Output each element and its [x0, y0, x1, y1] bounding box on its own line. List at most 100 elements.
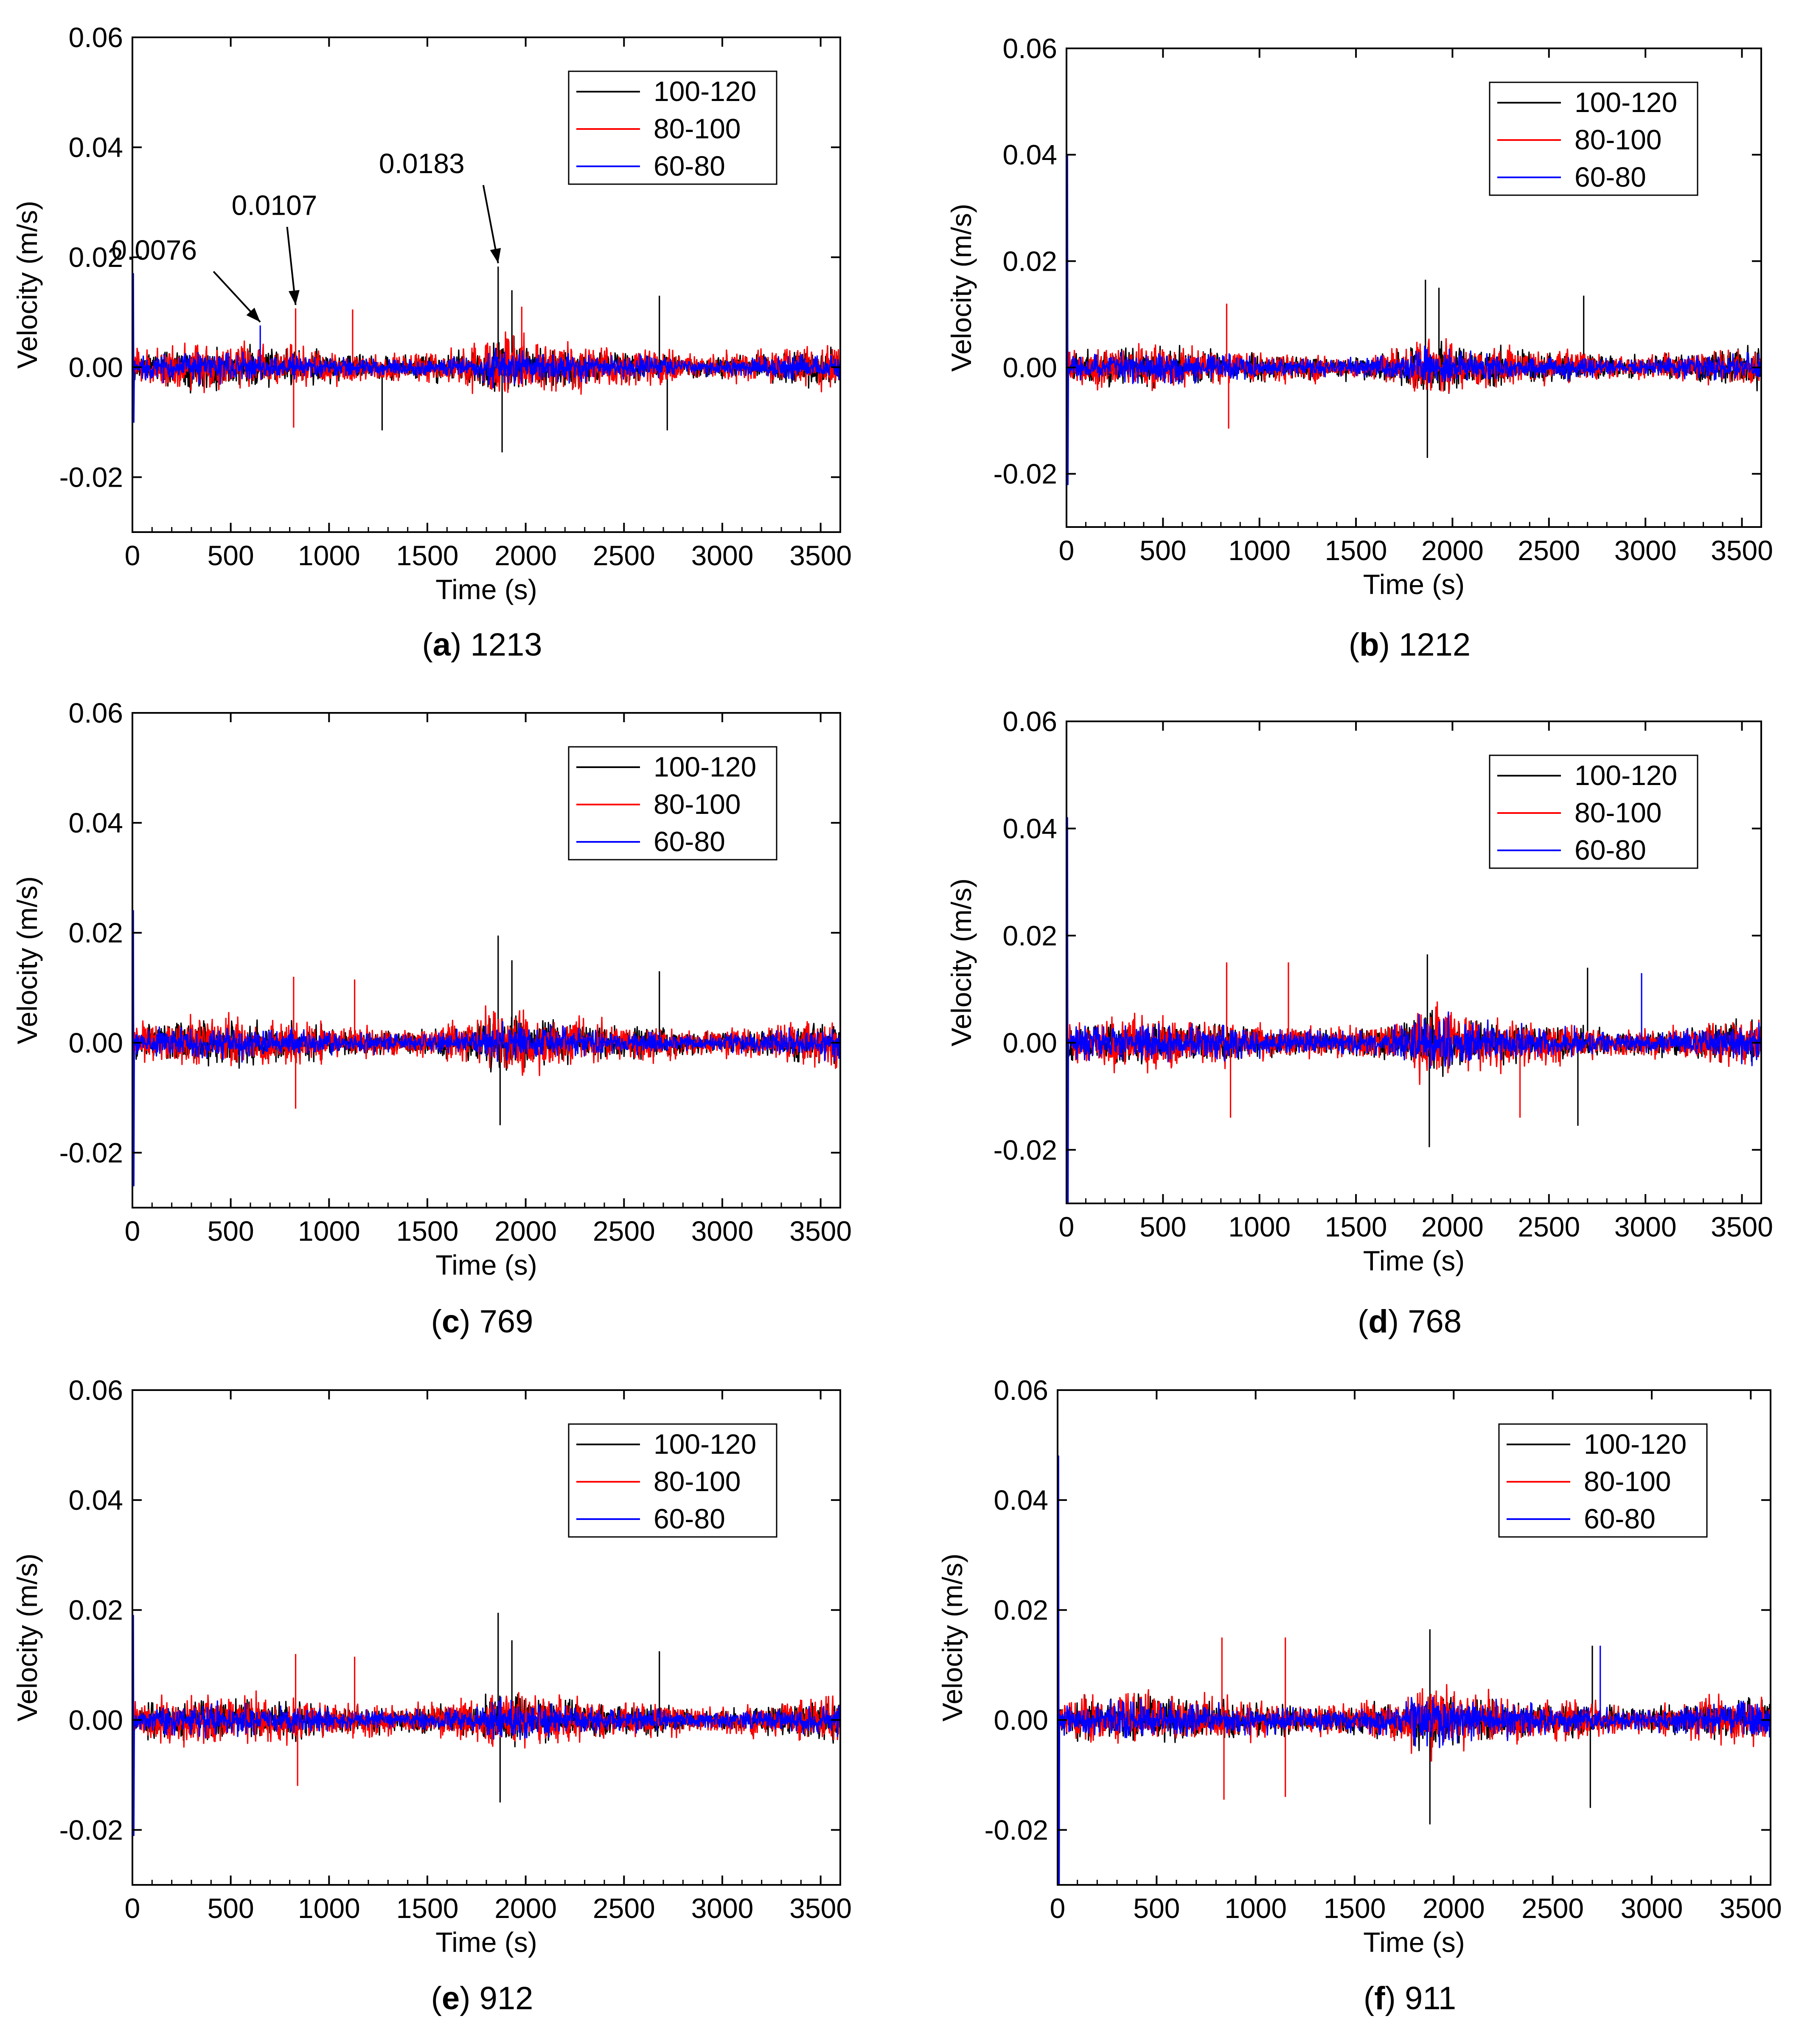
x-tick-label: 1500 — [396, 1215, 459, 1247]
x-tick-label: 3000 — [691, 1215, 754, 1247]
y-tick-label: -0.02 — [59, 1814, 123, 1845]
legend-label: 60-80 — [654, 150, 725, 182]
x-tick-label: 500 — [208, 1893, 254, 1924]
y-tick-label: 0.06 — [1003, 706, 1057, 737]
y-tick-label: 0.06 — [69, 1374, 123, 1406]
legend-label: 100-120 — [654, 1428, 756, 1460]
legend-label: 100-120 — [1574, 760, 1677, 791]
x-tick-label: 1000 — [1228, 535, 1291, 566]
y-tick-label: 0.04 — [1003, 139, 1057, 171]
x-tick-label: 0 — [1050, 1893, 1066, 1924]
plot-area — [1066, 154, 1761, 485]
series-line-60-80 — [1066, 817, 1761, 1203]
annotation-arrowhead — [246, 308, 261, 322]
panel-caption: (d) 768 — [1358, 1304, 1462, 1340]
x-tick-label: 3000 — [691, 540, 754, 571]
x-tick-label: 500 — [1133, 1893, 1180, 1924]
legend-label: 100-120 — [654, 751, 756, 782]
legend-label: 100-120 — [1584, 1428, 1687, 1460]
legend-box — [568, 70, 777, 185]
panel-caption: (f) 911 — [1364, 1980, 1456, 2016]
x-tick-label: 3500 — [789, 1893, 852, 1924]
x-tick-label: 1500 — [396, 540, 459, 571]
y-tick-label: 0.04 — [69, 807, 123, 838]
x-tick-label: 0 — [125, 1215, 140, 1247]
panel-number: 911 — [1405, 1980, 1456, 2016]
series-line-60-80 — [1066, 154, 1761, 485]
legend: 100-120 80-100 60-80 — [568, 70, 777, 185]
series-line-60-80 — [1058, 1455, 1771, 1885]
x-tick-label: 0 — [125, 1893, 140, 1924]
panel-letter: d — [1368, 1304, 1388, 1340]
legend-box — [568, 1423, 777, 1538]
y-tick-label: 0.02 — [994, 1594, 1048, 1626]
x-tick-label: 3000 — [691, 1893, 754, 1924]
plot-area — [132, 266, 840, 453]
y-tick-label: 0.00 — [69, 351, 123, 383]
y-tick-label: 0.02 — [1003, 920, 1057, 951]
x-tick-label: 2500 — [593, 1215, 655, 1247]
x-tick-label: 2500 — [1518, 1211, 1580, 1242]
series-line-60-80 — [132, 273, 840, 423]
x-tick-label: 1500 — [1324, 1893, 1386, 1924]
plot-area — [1066, 817, 1761, 1203]
y-tick-label: 0.00 — [69, 1027, 123, 1058]
legend-label: 60-80 — [654, 826, 725, 857]
y-tick-label: 0.00 — [1003, 1027, 1057, 1058]
series-line-60-80 — [132, 1615, 840, 1836]
annotation-label: 0.0183 — [379, 148, 465, 179]
legend-box — [1489, 754, 1698, 869]
x-tick-label: 2000 — [494, 1215, 557, 1247]
legend-label: 80-100 — [1574, 797, 1662, 828]
plot-area — [132, 910, 840, 1186]
panel-number: 1213 — [470, 627, 542, 663]
panel-letter: f — [1374, 1980, 1385, 2016]
x-tick-label: 3500 — [789, 540, 852, 571]
legend-box — [1498, 1423, 1708, 1538]
x-tick-label: 3500 — [1711, 1211, 1773, 1242]
y-tick-label: 0.06 — [1003, 33, 1057, 64]
y-tick-label: 0.06 — [69, 22, 123, 53]
legend-label: 60-80 — [1574, 161, 1646, 193]
legend-label: 80-100 — [654, 788, 741, 820]
x-tick-label: 500 — [1139, 535, 1186, 566]
y-tick-label: 0.06 — [69, 697, 123, 729]
x-tick-label: 3500 — [1711, 535, 1773, 566]
y-tick-label: 0.04 — [1003, 813, 1057, 844]
x-tick-label: 1000 — [298, 540, 360, 571]
chart-d: 0 500 1000 1500 2000 2500 3000 3500 -0.02 0.00 0.0… — [946, 706, 1773, 1340]
y-tick-label: -0.02 — [994, 458, 1057, 490]
y-tick-label: -0.02 — [59, 461, 123, 493]
y-tick-label: -0.02 — [994, 1134, 1057, 1166]
panel-caption: (b) 1212 — [1349, 627, 1471, 663]
chart-f: 0 500 1000 1500 2000 2500 3000 3500 -0.02 0.00 0.0… — [937, 1374, 1782, 2016]
x-axis-label: Time (s) — [435, 574, 537, 605]
x-tick-label: 3000 — [1614, 535, 1677, 566]
y-tick-label: 0.02 — [69, 917, 123, 948]
y-tick-label: 0.06 — [994, 1374, 1048, 1406]
annotation-label: 0.0076 — [111, 234, 197, 266]
legend: 100-120 80-100 60-80 — [1489, 81, 1698, 196]
x-tick-label: 1000 — [298, 1215, 360, 1247]
panel-letter: a — [433, 627, 451, 663]
legend: 100-120 80-100 60-80 — [568, 1423, 777, 1538]
annotation: 0.0107 — [232, 190, 317, 305]
panel-number: 912 — [480, 1980, 533, 2016]
annotation-label: 0.0107 — [232, 190, 317, 221]
panel-letter: e — [442, 1980, 460, 2016]
x-tick-label: 500 — [208, 1215, 254, 1247]
legend-label: 80-100 — [1574, 124, 1662, 155]
legend-box — [568, 746, 777, 861]
chart-e: 0 500 1000 1500 2000 2500 3000 3500 -0.02 0.00 0.0… — [11, 1374, 852, 2016]
legend-label: 60-80 — [654, 1503, 725, 1534]
x-tick-label: 1000 — [1228, 1211, 1291, 1242]
panel-letter: c — [442, 1304, 460, 1340]
x-tick-label: 2000 — [494, 540, 557, 571]
x-tick-label: 1000 — [1224, 1893, 1287, 1924]
x-axis-label: Time (s) — [435, 1926, 537, 1958]
y-axis-label: Velocity (m/s) — [946, 878, 977, 1046]
series-line-60-80 — [132, 910, 840, 1186]
legend: 100-120 80-100 60-80 — [1498, 1423, 1708, 1538]
x-axis-label: Time (s) — [1363, 569, 1465, 600]
